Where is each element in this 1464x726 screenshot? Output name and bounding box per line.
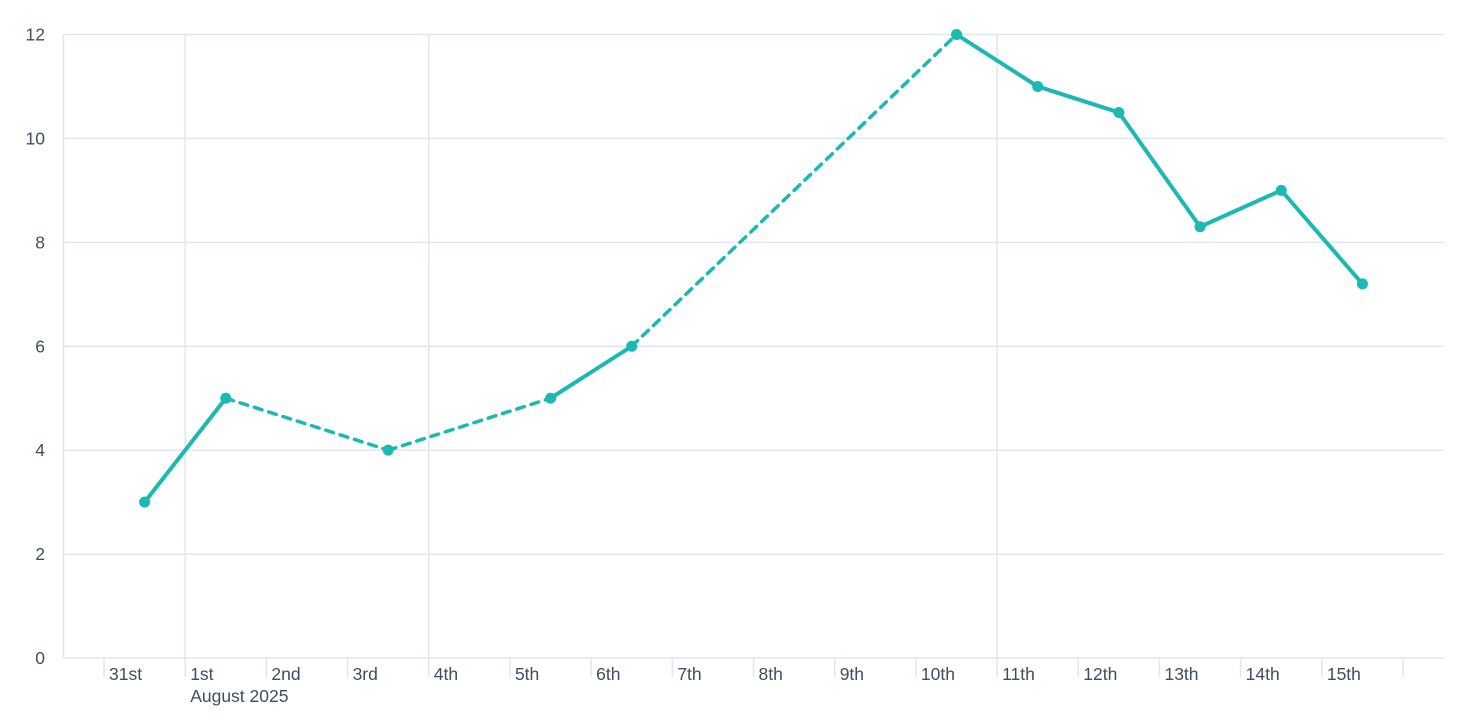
y-tick-label: 12	[26, 25, 45, 45]
series-segment-solid	[1035, 84, 1121, 115]
series-segment-dashed	[224, 396, 390, 452]
y-tick-label: 8	[35, 232, 45, 252]
x-tick-label: 7th	[677, 664, 701, 684]
x-tick-label: 9th	[840, 664, 864, 684]
data-point-marker[interactable]	[1275, 184, 1287, 196]
x-tick-label: 3rd	[353, 664, 378, 684]
data-point-marker[interactable]	[545, 392, 557, 404]
y-tick-label: 6	[35, 336, 45, 356]
series-segment-dashed	[629, 32, 959, 348]
x-tick-label: 5th	[515, 664, 539, 684]
x-tick-label: 14th	[1246, 664, 1280, 684]
data-point-marker[interactable]	[220, 392, 232, 404]
x-tick-label: 11th	[1002, 664, 1035, 684]
y-tick-label: 0	[35, 648, 45, 668]
y-tick-label: 10	[26, 128, 46, 148]
month-label: August 2025	[190, 686, 288, 706]
x-tick-label: 6th	[596, 664, 620, 684]
data-point-marker[interactable]	[1194, 221, 1206, 233]
series-segment-dashed	[386, 396, 553, 452]
x-tick-label: 15th	[1327, 664, 1361, 684]
series-segment-solid	[1116, 110, 1203, 229]
data-point-marker[interactable]	[950, 29, 962, 40]
series-segment-solid	[1198, 188, 1284, 229]
y-tick-label: 4	[35, 440, 45, 460]
x-tick-label: 4th	[434, 664, 458, 684]
x-tick-label: 1st	[190, 664, 213, 684]
y-tick-label: 2	[35, 544, 45, 564]
series-segment-solid	[142, 396, 228, 505]
x-tick-label: 13th	[1164, 664, 1198, 684]
x-tick-label: 31st	[109, 664, 142, 684]
x-tick-label: 12th	[1083, 664, 1117, 684]
data-point-marker[interactable]	[626, 340, 638, 352]
x-tick-label: 2nd	[271, 664, 300, 684]
x-tick-label: 8th	[759, 664, 783, 684]
series-segment-solid	[548, 344, 634, 401]
x-tick-label: 10th	[921, 664, 955, 684]
data-point-marker[interactable]	[139, 496, 151, 508]
data-point-marker[interactable]	[1032, 80, 1044, 92]
data-point-marker[interactable]	[382, 444, 394, 456]
series-segment-solid	[954, 32, 1040, 89]
data-point-marker[interactable]	[1113, 106, 1125, 118]
data-point-marker[interactable]	[1356, 278, 1368, 290]
series-segment-solid	[1279, 188, 1365, 286]
